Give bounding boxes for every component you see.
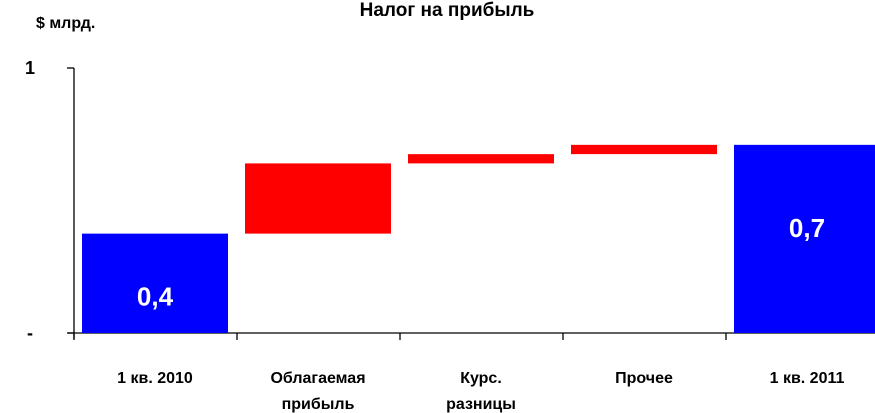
chart-title: Налог на прибыль — [360, 0, 535, 21]
y-tick-label: 1 — [25, 58, 35, 78]
data-label: 0,4 — [137, 281, 174, 311]
delta-bar — [571, 144, 717, 155]
bars-group — [82, 144, 875, 333]
x-category-label: прибыль — [282, 396, 355, 413]
x-category-label: разницы — [446, 396, 516, 413]
data-label: 0,7 — [789, 213, 825, 243]
x-category-label: Облагаемая — [270, 370, 365, 387]
data-labels-group: 0,4 0,7 — [137, 213, 825, 311]
y-tick-label: - — [27, 323, 33, 343]
total-bar — [82, 233, 228, 333]
y-axis: -1 — [25, 58, 75, 343]
x-category-label: Курс. — [460, 370, 502, 387]
delta-bar — [245, 163, 391, 234]
unit-label: $ млрд. — [36, 15, 95, 32]
total-bar — [734, 144, 875, 333]
category-labels-group: 1 кв. 2010 Облагаемая прибыль Курс. разницы П… — [117, 370, 844, 413]
delta-bar — [408, 154, 554, 164]
x-axis — [68, 332, 875, 340]
x-category-label: Прочее — [615, 370, 673, 387]
x-category-label: 1 кв. 2011 — [770, 370, 845, 387]
x-category-label: 1 кв. 2010 — [117, 370, 193, 387]
